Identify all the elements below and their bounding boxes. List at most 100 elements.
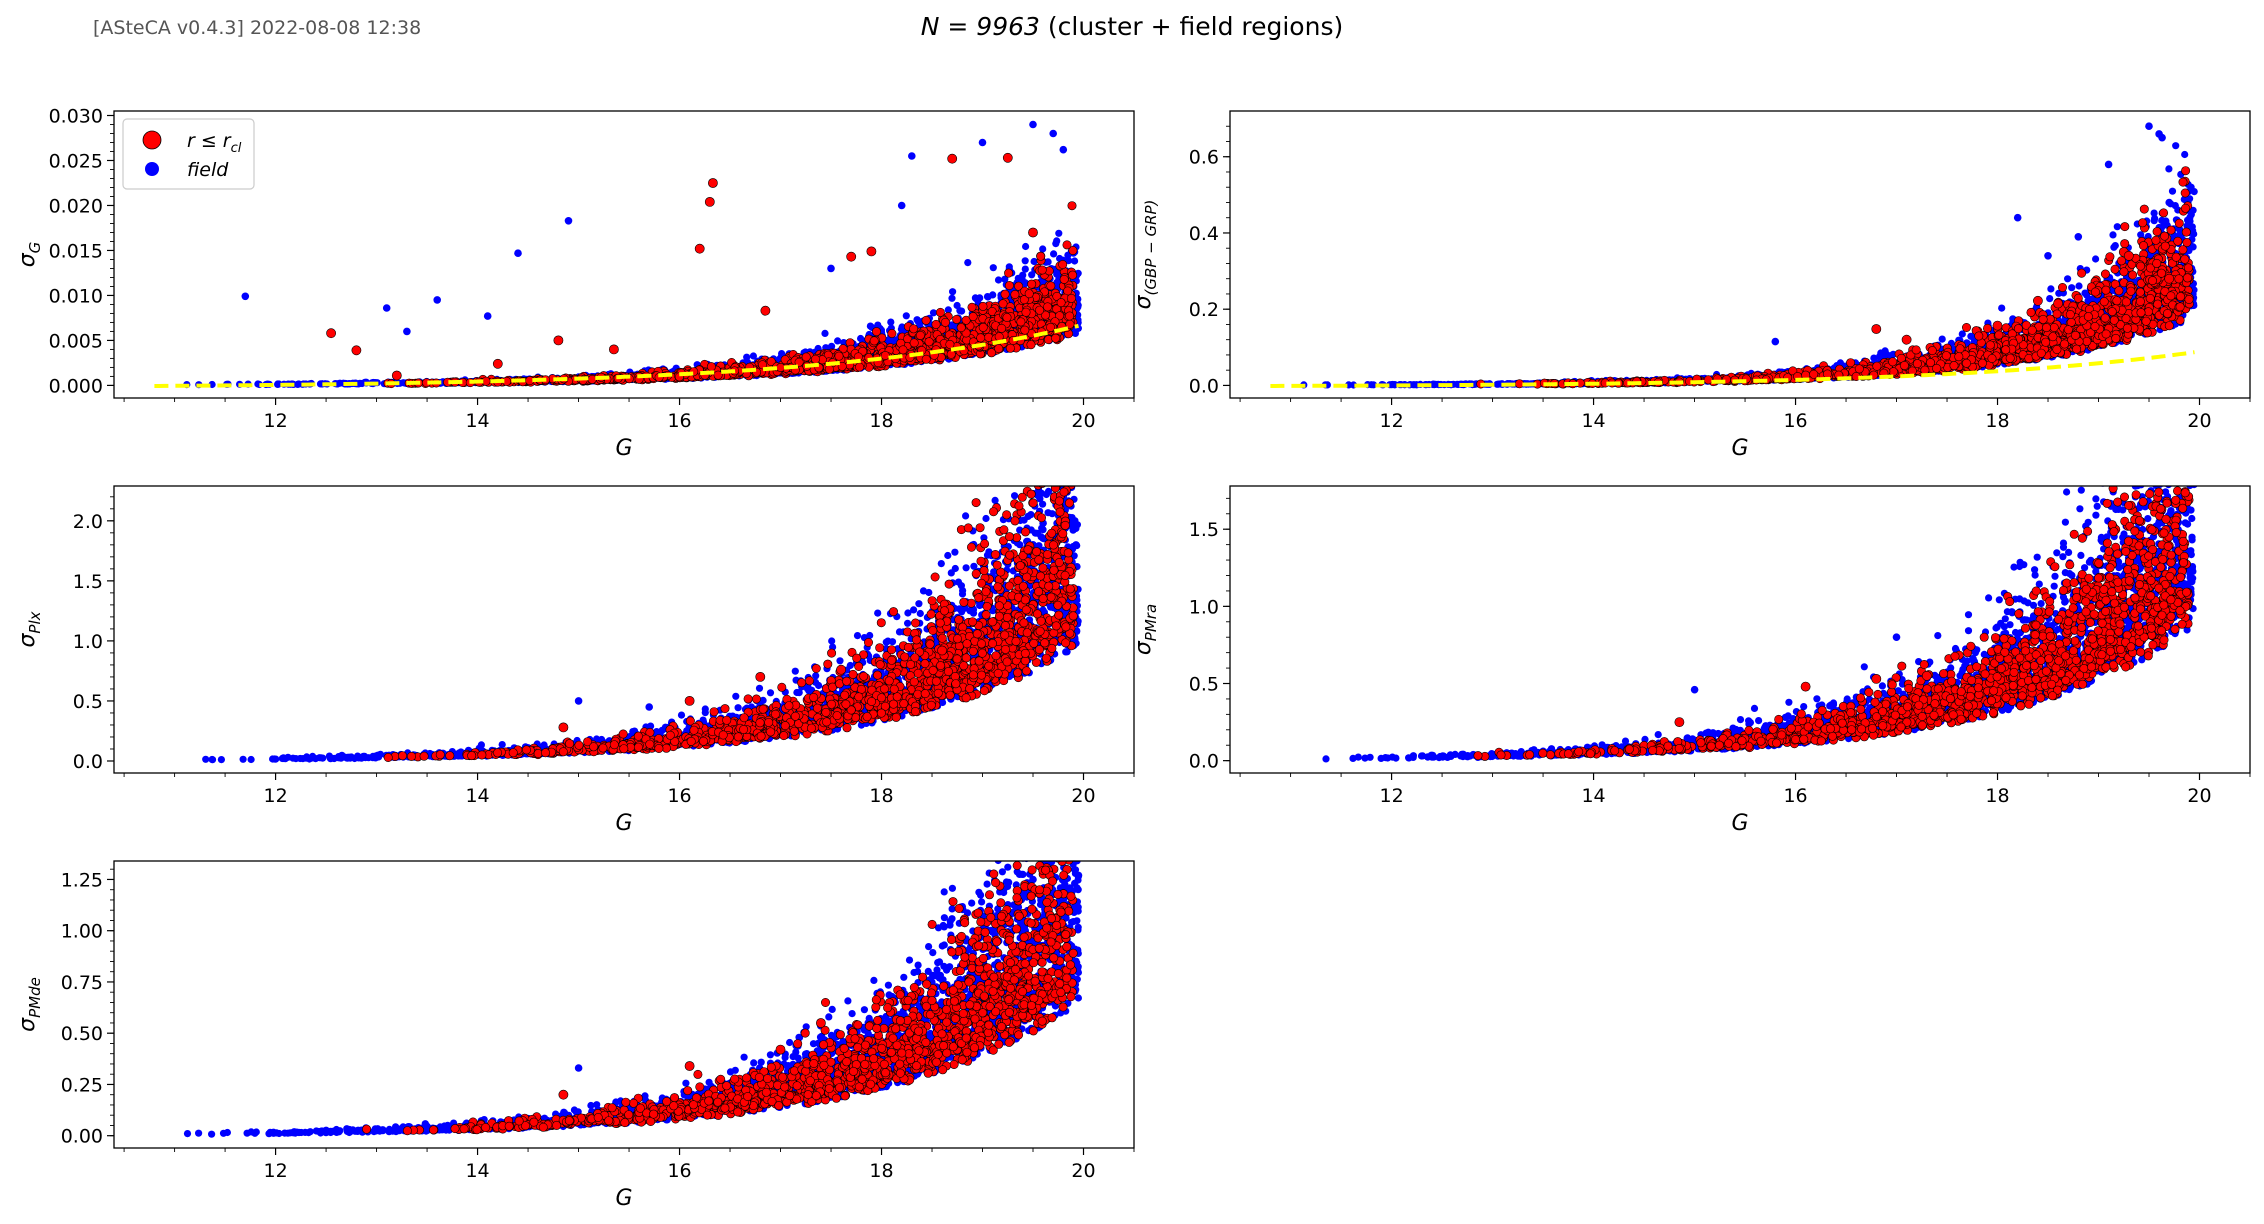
cluster-point [553, 335, 564, 346]
cluster-point [967, 302, 977, 312]
cluster-point [947, 153, 958, 164]
cluster-point [757, 360, 767, 370]
cluster-point [1059, 274, 1069, 284]
field-point [483, 312, 492, 320]
cluster-point [1024, 289, 1034, 299]
field-point [1022, 242, 1030, 251]
field-point [433, 296, 442, 304]
y-tick-label: 0.010 [49, 285, 103, 307]
plot-frame [113, 110, 1135, 399]
cluster-point [1016, 317, 1026, 327]
cluster-point [1068, 270, 1078, 280]
x-tick-label: 16 [667, 410, 691, 432]
cluster-point [1000, 289, 1010, 299]
cluster-point [915, 330, 925, 340]
y-tick-label: 0.015 [49, 240, 103, 262]
cluster-point [1004, 280, 1014, 290]
cluster-point [968, 312, 978, 322]
title-count: N = 9963 [921, 12, 1040, 41]
cluster-point [1046, 281, 1056, 291]
field-point [1021, 265, 1029, 273]
cluster-point [909, 338, 919, 348]
x-axis-label: G [615, 436, 632, 461]
cluster-point [706, 362, 716, 372]
field-point [2064, 275, 2072, 283]
field-point [821, 329, 829, 337]
field-point [1001, 275, 1009, 283]
cluster-point [1036, 251, 1046, 261]
cluster-point [1028, 227, 1038, 238]
cluster-point [1026, 340, 1036, 350]
field-point [978, 138, 987, 147]
cluster-point [986, 348, 996, 358]
cluster-point [704, 196, 715, 207]
cluster-point [609, 344, 619, 355]
cluster-point [1010, 289, 1020, 299]
cluster-points [326, 152, 1078, 389]
cluster-point [1055, 311, 1065, 321]
cluster-point [940, 317, 950, 327]
cluster-point [766, 356, 776, 366]
cluster-point [1040, 310, 1050, 320]
cluster-point [1037, 265, 1047, 275]
cluster-point [326, 328, 336, 339]
cluster-point [998, 299, 1008, 309]
y-axis-label: σG [15, 242, 44, 268]
field-point [2113, 223, 2121, 231]
field-point [1044, 258, 1052, 266]
field-point [1053, 270, 1061, 278]
cluster-point [961, 315, 971, 325]
field-point [949, 288, 957, 296]
cluster-point [1020, 325, 1030, 335]
cluster-point [1014, 281, 1024, 291]
y-tick-label: 0.020 [49, 195, 103, 217]
cluster-point [1035, 305, 1045, 315]
cluster-point [713, 370, 723, 380]
legend-marker-field [145, 162, 159, 176]
cluster-point [978, 322, 988, 332]
field-point [994, 276, 1003, 284]
field-point [1019, 271, 1027, 279]
cluster-point [898, 345, 908, 355]
cluster-point [978, 301, 988, 311]
cluster-point [1002, 312, 1012, 322]
field-point [887, 318, 895, 326]
cluster-point [1066, 293, 1076, 303]
plot-area [154, 120, 1082, 389]
cluster-point [834, 351, 844, 361]
cluster-point [909, 324, 919, 334]
field-point [403, 327, 411, 336]
cluster-point [351, 345, 362, 356]
cluster-point [810, 354, 820, 364]
x-tick-label: 18 [869, 410, 893, 432]
cluster-point [946, 349, 956, 359]
y-tick-label: 0.030 [49, 105, 103, 127]
field-point [1870, 354, 1878, 362]
cluster-point [880, 350, 890, 360]
field-point [2092, 255, 2100, 263]
field-point [902, 312, 910, 320]
cluster-point [997, 323, 1007, 333]
cluster-point [492, 358, 503, 369]
cluster-point [931, 319, 941, 329]
title-suffix: (cluster + field regions) [1048, 12, 1343, 41]
field-point [564, 217, 573, 225]
field-point [984, 293, 992, 301]
cluster-point [1019, 295, 1029, 305]
field-point [241, 292, 250, 301]
cluster-point [945, 339, 955, 349]
field-point [929, 309, 938, 317]
field-point [1059, 145, 1068, 154]
cluster-point [1043, 302, 1053, 312]
field-point [1050, 250, 1058, 258]
field-point [989, 264, 997, 272]
legend-label-field: field [187, 159, 229, 181]
y-tick-label: 0.005 [49, 330, 103, 352]
field-point [1055, 229, 1063, 237]
cluster-point [855, 362, 865, 372]
field-point [976, 294, 984, 302]
field-point [743, 353, 751, 361]
cluster-point [391, 370, 402, 381]
cluster-point [924, 337, 934, 347]
